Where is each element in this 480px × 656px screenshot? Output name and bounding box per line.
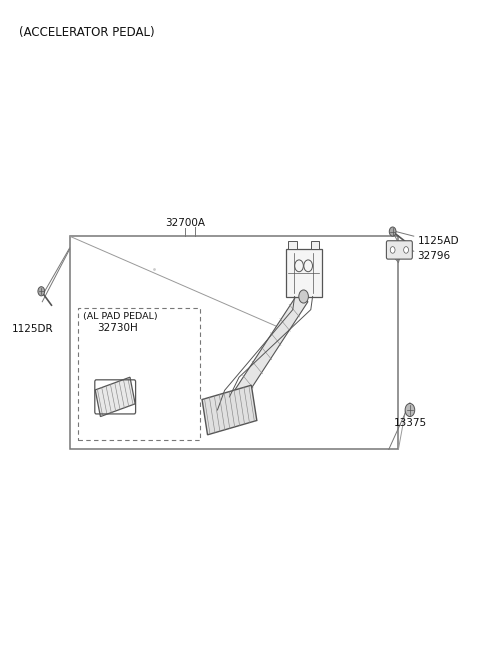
Bar: [78, 308, 200, 440]
Polygon shape: [202, 385, 257, 435]
Circle shape: [299, 290, 308, 303]
Bar: [286, 249, 322, 297]
Polygon shape: [225, 291, 308, 415]
Text: 1125AD: 1125AD: [418, 236, 459, 247]
Bar: [70, 236, 398, 449]
Text: (AL PAD PEDAL): (AL PAD PEDAL): [83, 312, 157, 321]
Circle shape: [390, 247, 395, 253]
Circle shape: [405, 403, 415, 417]
Circle shape: [389, 227, 396, 236]
Bar: [311, 241, 319, 249]
Circle shape: [38, 287, 45, 296]
Text: 13375: 13375: [394, 418, 427, 428]
Bar: [288, 241, 297, 249]
Text: 32730H: 32730H: [97, 323, 138, 333]
Circle shape: [404, 247, 408, 253]
Text: 32796: 32796: [418, 251, 451, 261]
FancyBboxPatch shape: [386, 241, 412, 259]
Text: 32700A: 32700A: [165, 218, 205, 228]
Text: (ACCELERATOR PEDAL): (ACCELERATOR PEDAL): [19, 26, 155, 39]
Polygon shape: [95, 377, 135, 417]
Text: 1125DR: 1125DR: [12, 324, 54, 335]
